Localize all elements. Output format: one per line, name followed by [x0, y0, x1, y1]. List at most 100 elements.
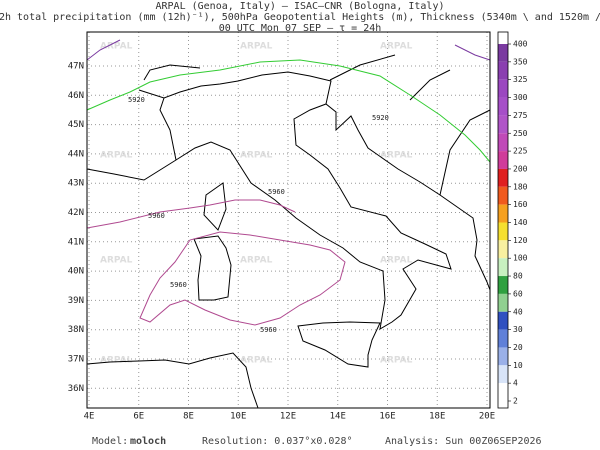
lat-label: 44N	[68, 149, 84, 159]
contour-label: 5920	[372, 114, 389, 122]
lat-label: 38N	[68, 325, 84, 335]
colorbar-label: 60	[513, 289, 523, 298]
thickness-contour	[86, 39, 121, 61]
coastline	[86, 103, 491, 330]
colorbar-segment	[498, 168, 508, 187]
coastline	[86, 352, 259, 409]
colorbar-label: 10	[513, 361, 523, 370]
geopotential-contour	[139, 231, 346, 326]
watermark: ARPAL	[240, 151, 273, 161]
colorbar-label: 250	[513, 129, 528, 138]
colorbar-label: 275	[513, 111, 528, 120]
colorbar-frame	[497, 31, 509, 409]
colorbar-label: 325	[513, 75, 528, 84]
title-line: 00 UTC Mon 07 SEP – τ = 24h	[219, 23, 382, 34]
lat-label: 46N	[68, 91, 84, 101]
watermark: ARPAL	[240, 42, 273, 52]
colorbar-label: 20	[513, 343, 523, 352]
colorbar-segment	[498, 79, 508, 98]
colorbar-segment	[498, 115, 508, 134]
colorbar-segment	[498, 293, 508, 312]
lon-label: 10E	[230, 412, 246, 422]
watermark: ARPAL	[240, 356, 273, 366]
lat-label: 42N	[68, 208, 84, 218]
colorbar-segment	[498, 258, 508, 277]
colorbar-segment	[498, 186, 508, 205]
contour-label: 5960	[268, 188, 285, 196]
colorbar-segment	[498, 222, 508, 241]
lon-label: 14E	[330, 412, 346, 422]
footer: Model: moloch Resolution: 0.037°x0.028° …	[92, 436, 542, 447]
colorbar-label: 140	[513, 218, 528, 227]
colorbar-segment	[498, 204, 508, 223]
lon-label: 16E	[379, 412, 395, 422]
colorbar-label: 225	[513, 147, 528, 156]
resolution: Resolution: 0.037°x0.028°	[202, 436, 353, 447]
colorbar-label: 350	[513, 57, 528, 66]
contour-labels: 5920 5920 5960 5960 5960 5960	[128, 96, 389, 334]
title-line: ARPAL (Genoa, Italy) – ISAC–CNR (Bologna…	[156, 1, 445, 12]
colorbar-label: 30	[513, 325, 523, 334]
colorbar-label: 120	[513, 236, 528, 245]
lat-label: 43N	[68, 179, 84, 189]
model-name: moloch	[130, 436, 166, 447]
watermark: ARPAL	[100, 356, 133, 366]
watermarks: ARPAL ARPAL ARPAL ARPAL ARPAL ARPAL ARPAL ARPAL…	[100, 42, 413, 366]
colorbar-segment	[498, 61, 508, 80]
colorbar-segment	[498, 44, 508, 62]
analysis: Analysis: Sun 00Z06SEP2026	[385, 436, 542, 447]
title-line: 12h total precipitation (mm (12h)⁻¹), 50…	[0, 12, 600, 23]
colorbar-segment	[498, 365, 508, 384]
colorbar-label: 40	[513, 307, 523, 316]
lon-label: 8E	[183, 412, 194, 422]
colorbar-segment	[498, 383, 508, 401]
coastlines	[86, 54, 491, 409]
colorbar-label: 4	[513, 379, 518, 388]
contour-label: 5960	[260, 326, 277, 334]
colorbar-segment	[498, 97, 508, 116]
colorbar-segment	[498, 347, 508, 366]
geopotential-contour	[86, 59, 491, 163]
colorbar-segment	[498, 133, 508, 152]
watermark: ARPAL	[240, 256, 273, 266]
watermark: ARPAL	[380, 256, 413, 266]
lat-label: 36N	[68, 384, 84, 394]
coastline	[297, 321, 381, 368]
colorbar-segment	[498, 151, 508, 169]
colorbar-label: 160	[513, 200, 528, 209]
lon-label: 20E	[479, 412, 495, 422]
graticule: 47N 46N 45N 44N 43N 42N 41N 40N 39N 38N 37N 36N 4E 6E…	[68, 32, 495, 422]
watermark: ARPAL	[380, 151, 413, 161]
contour-label: 5960	[148, 212, 165, 220]
lat-label: 47N	[68, 62, 84, 72]
colorbar-label: 200	[513, 164, 528, 173]
colorbar-label: 400	[513, 40, 528, 49]
colorbar-label: 2	[513, 397, 518, 406]
colorbar-label: 100	[513, 254, 528, 263]
colorbar-segment	[498, 311, 508, 330]
lon-label: 6E	[133, 412, 144, 422]
colorbar-label: 300	[513, 93, 528, 102]
colorbar-segment	[498, 329, 508, 348]
model-label: Model:	[92, 436, 128, 447]
coastline	[203, 182, 227, 231]
lon-label: 12E	[280, 412, 296, 422]
colorbar: 400 350 325 300 275 250 225 200 180 160 140 120 100 8…	[497, 31, 528, 409]
geopotential-contour	[86, 199, 296, 229]
watermark: ARPAL	[380, 42, 413, 52]
coastline	[439, 109, 491, 196]
watermark: ARPAL	[100, 151, 133, 161]
watermark: ARPAL	[380, 356, 413, 366]
colorbar-label: 80	[513, 272, 523, 281]
coastline	[193, 235, 232, 301]
lat-label: 39N	[68, 296, 84, 306]
colorbar-segment	[498, 240, 508, 259]
colorbar-segment	[498, 276, 508, 294]
lat-label: 45N	[68, 120, 84, 130]
lat-label: 40N	[68, 267, 84, 277]
contour-label: 5960	[170, 281, 187, 289]
border	[138, 54, 451, 161]
thickness-contour	[454, 44, 491, 61]
